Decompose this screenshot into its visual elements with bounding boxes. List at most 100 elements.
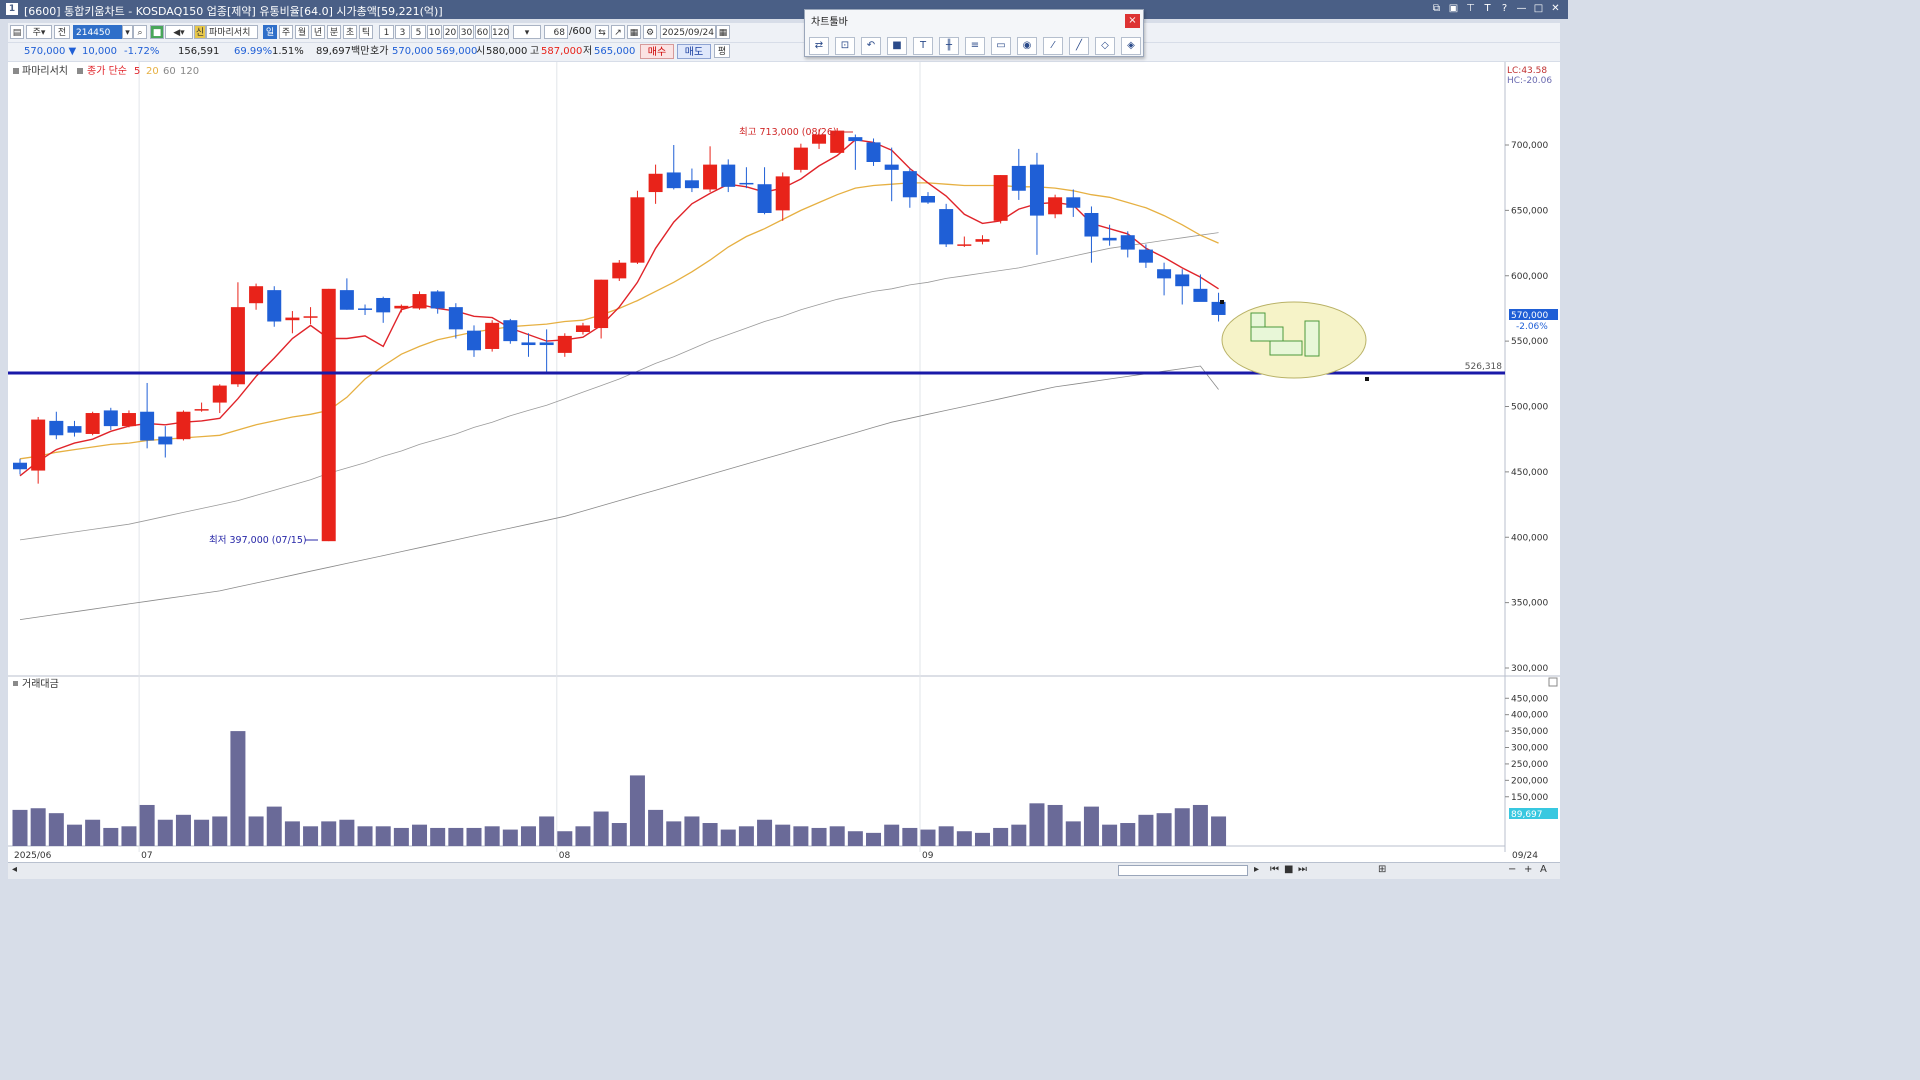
candle-body <box>866 142 881 162</box>
horizontal-scrollbar[interactable]: ◂ ▸ ⏮ ■ ⏭ ⊞ − + A <box>8 862 1560 879</box>
font-icon[interactable]: T <box>1484 3 1491 14</box>
grid-icon[interactable]: ≡ <box>965 37 985 55</box>
volume-bar <box>1211 816 1227 846</box>
chart-canvas[interactable]: 2025/06 07 08 09 09/24 700,000 650,000 600,000 5… <box>8 62 1560 862</box>
link-icon[interactable]: ⧉ <box>1432 3 1441 14</box>
calendar-icon[interactable]: ▦ <box>716 25 730 39</box>
interval-button[interactable]: 60 <box>475 25 490 39</box>
eraser-icon[interactable]: ◇ <box>1095 37 1115 55</box>
interval-button[interactable]: 10 <box>427 25 442 39</box>
interval-button[interactable]: 1 <box>379 25 394 39</box>
volume-bar <box>212 816 228 846</box>
text-icon[interactable]: T <box>913 37 933 55</box>
chart-toolbar-panel[interactable]: 차트툴바 × ⇄ ⊡ ↶ ■ T ╫ ≡ ▭ ◉ ⁄ ╱ ◇ ◈ <box>804 9 1144 57</box>
trendline-icon[interactable]: ⁄ <box>1043 37 1063 55</box>
anchor-handle[interactable] <box>1220 300 1224 304</box>
volume-bar <box>430 827 446 846</box>
volume-bar <box>902 827 918 846</box>
candle <box>303 307 318 325</box>
circle-icon[interactable]: ◉ <box>1017 37 1037 55</box>
candle <box>49 411 64 440</box>
sound-icon[interactable]: ◀▾ <box>165 25 193 39</box>
close-icon[interactable]: × <box>1125 14 1140 28</box>
period-button[interactable]: 주 <box>279 25 293 39</box>
volume-bar <box>793 826 809 846</box>
search-icon[interactable]: ⌕ <box>133 25 147 39</box>
volume-bar <box>539 816 555 846</box>
volume-bar <box>284 821 300 846</box>
interval-button[interactable]: 120 <box>491 25 509 39</box>
whole-button[interactable]: 전 <box>54 25 70 39</box>
scroll-right-icon[interactable]: ▸ <box>1254 864 1260 875</box>
candle-body <box>1211 301 1226 315</box>
layout-icon[interactable]: ▤ <box>10 25 24 39</box>
period-button[interactable]: 초 <box>343 25 357 39</box>
date-input[interactable]: 2025/09/24 <box>660 25 716 39</box>
scroll-left-icon[interactable]: ◂ <box>12 864 18 875</box>
close-icon[interactable]: ✕ <box>1551 3 1560 14</box>
auto-scale-icon[interactable]: A <box>1540 864 1547 875</box>
settings-icon[interactable]: ⚙ <box>643 25 657 39</box>
flat-button[interactable]: 평 <box>714 44 730 58</box>
zoom-icon[interactable]: ⊡ <box>835 37 855 55</box>
next-page-icon[interactable]: ⏭ <box>1298 864 1307 875</box>
candle <box>176 410 191 441</box>
window-controls: ⧉ ▣ ⊤ T ? — □ ✕ <box>1430 2 1562 16</box>
chart-toolbar-title: 차트툴바 <box>811 17 848 28</box>
anchor-handle[interactable] <box>1365 377 1369 381</box>
overlay-icon[interactable]: ↗ <box>611 25 625 39</box>
zoom-out-icon[interactable]: − <box>1508 864 1517 875</box>
interval-button[interactable]: 30 <box>459 25 474 39</box>
mark-icon[interactable]: ■ <box>150 25 164 39</box>
panel-expand-icon[interactable] <box>1548 677 1558 687</box>
candle-body <box>1011 165 1026 191</box>
minimize-icon[interactable]: — <box>1516 3 1527 14</box>
reset-icon[interactable]: ⇄ <box>809 37 829 55</box>
interval-button[interactable]: 20 <box>443 25 458 39</box>
period-button[interactable]: 일 <box>263 25 277 39</box>
app-icon: 1 <box>6 3 18 15</box>
stop-icon[interactable]: ■ <box>1284 864 1294 875</box>
y-tick-label: 600,000 <box>1511 272 1548 282</box>
tile-icon[interactable]: ▣ <box>1448 3 1459 14</box>
volume-bar <box>1047 804 1063 846</box>
buy-button[interactable]: 매수 <box>640 44 674 59</box>
period-button[interactable]: 틱 <box>359 25 373 39</box>
interval-button[interactable]: 5 <box>411 25 426 39</box>
scroll-thumb[interactable] <box>1118 865 1248 876</box>
save-icon[interactable]: ▦ <box>627 25 641 39</box>
ask-label: 호가 <box>370 46 389 57</box>
pin-icon[interactable]: ⊤ <box>1466 3 1475 14</box>
chart-area[interactable]: 2025/06 07 08 09 09/24 700,000 650,000 600,000 5… <box>8 62 1560 862</box>
candle <box>394 304 409 313</box>
cut-icon[interactable]: ▭ <box>991 37 1011 55</box>
tools-icon[interactable]: ⊞ <box>1378 864 1387 875</box>
first-page-icon[interactable]: ⏮ <box>1270 864 1279 875</box>
count-input[interactable]: 68 <box>544 25 568 39</box>
line-icon[interactable]: ╱ <box>1069 37 1089 55</box>
zoom-in-icon[interactable]: + <box>1524 864 1533 875</box>
period-button[interactable]: 분 <box>327 25 341 39</box>
maximize-icon[interactable]: □ <box>1533 3 1544 14</box>
sell-button[interactable]: 매도 <box>677 44 711 59</box>
undo-icon[interactable]: ↶ <box>861 37 881 55</box>
help-icon[interactable]: ? <box>1501 3 1508 14</box>
compare-icon[interactable]: ⇆ <box>595 25 609 39</box>
count-dropdown[interactable]: ▾ <box>513 25 541 39</box>
interval-button[interactable]: 3 <box>395 25 410 39</box>
stock-name-field[interactable]: 파마리서치 <box>206 25 258 39</box>
period-button[interactable]: 월 <box>295 25 309 39</box>
kind-button[interactable]: 신 <box>194 25 206 39</box>
code-dropdown-icon[interactable]: ▾ <box>122 25 133 39</box>
volume-bar <box>30 808 46 846</box>
candle <box>848 134 863 170</box>
candle-icon[interactable]: ╫ <box>939 37 959 55</box>
period-button[interactable]: 년 <box>311 25 325 39</box>
stock-code-input[interactable]: 214450 <box>73 25 123 39</box>
week-dropdown[interactable]: 주▾ <box>26 25 52 39</box>
color-icon[interactable]: ■ <box>887 37 907 55</box>
forecast-ellipse[interactable] <box>1221 301 1367 379</box>
volume-bar <box>375 826 391 846</box>
legend-ma120: 120 <box>180 66 199 77</box>
erase-all-icon[interactable]: ◈ <box>1121 37 1141 55</box>
